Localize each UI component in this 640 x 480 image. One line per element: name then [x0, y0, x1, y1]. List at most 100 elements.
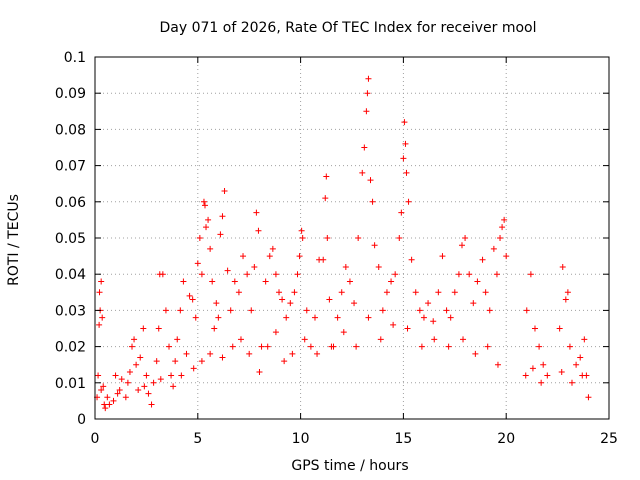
data-point: [291, 289, 298, 296]
data-point: [145, 390, 152, 397]
data-point: [289, 350, 296, 357]
data-point: [95, 372, 102, 379]
y-tick-label: 0.01: [55, 376, 86, 392]
data-point: [322, 195, 329, 202]
data-point: [159, 271, 166, 278]
data-point: [240, 253, 247, 260]
y-tick-label: 0.08: [55, 122, 86, 138]
data-point: [365, 314, 372, 321]
data-point: [126, 368, 133, 375]
data-point: [178, 372, 185, 379]
y-tick-label: 0.1: [64, 50, 86, 66]
data-point: [581, 336, 588, 343]
data-point: [194, 260, 201, 267]
data-point: [439, 253, 446, 260]
data-point: [150, 379, 157, 386]
data-point: [104, 394, 111, 401]
data-point: [470, 300, 477, 307]
data-point: [255, 227, 262, 234]
data-point: [172, 358, 179, 365]
data-point: [129, 343, 136, 350]
data-point: [106, 401, 113, 408]
y-tick-label: 0.07: [55, 159, 86, 175]
data-point: [207, 350, 214, 357]
data-point: [466, 271, 473, 278]
data-point: [303, 307, 310, 314]
data-point: [96, 289, 103, 296]
data-point: [281, 358, 288, 365]
data-point: [269, 245, 276, 252]
data-point: [402, 140, 409, 147]
data-point: [462, 235, 469, 241]
data-point: [157, 376, 164, 383]
data-point: [264, 343, 271, 350]
data-point: [279, 296, 286, 303]
data-point: [388, 278, 395, 285]
data-point: [299, 235, 306, 241]
data-points: [94, 75, 592, 412]
data-point: [198, 358, 205, 365]
data-point: [174, 336, 181, 343]
data-point: [229, 343, 236, 350]
data-point: [334, 314, 341, 321]
data-point: [418, 343, 425, 350]
data-point: [190, 365, 197, 372]
data-point: [379, 307, 386, 314]
data-point: [141, 383, 148, 390]
data-point: [497, 235, 504, 241]
x-tick-label: 25: [600, 431, 618, 447]
data-point: [258, 343, 265, 350]
data-point: [562, 296, 569, 303]
data-point: [363, 108, 370, 115]
data-point: [237, 336, 244, 343]
data-point: [219, 213, 226, 220]
data-point: [353, 343, 360, 350]
data-point: [140, 325, 147, 332]
data-point: [207, 245, 214, 252]
data-point: [474, 278, 481, 285]
y-tick-label: 0.09: [55, 86, 86, 102]
data-point: [523, 307, 530, 314]
data-point: [301, 336, 308, 343]
data-point: [435, 289, 442, 296]
y-axis-label: ROTI / TECUs: [6, 194, 22, 286]
data-point: [375, 263, 382, 270]
data-point: [153, 358, 160, 365]
data-point: [398, 209, 405, 216]
data-point: [110, 397, 117, 404]
data-point: [287, 300, 294, 307]
data-point: [460, 336, 467, 343]
data-point: [131, 336, 138, 343]
data-point: [361, 144, 368, 151]
data-point: [564, 289, 571, 296]
data-point: [99, 314, 106, 321]
data-point: [484, 343, 491, 350]
data-point: [246, 350, 253, 357]
data-point: [451, 289, 458, 296]
data-point: [573, 361, 580, 368]
y-tick-label: 0.04: [55, 267, 86, 283]
data-point: [189, 296, 196, 303]
data-point: [211, 325, 218, 332]
data-point: [494, 361, 501, 368]
data-point: [227, 307, 234, 314]
data-point: [501, 216, 508, 223]
data-point: [401, 119, 408, 126]
data-point: [328, 343, 335, 350]
data-point: [559, 263, 566, 270]
data-point: [137, 354, 144, 361]
data-point: [148, 401, 155, 408]
data-point: [209, 278, 216, 285]
data-point: [359, 169, 366, 176]
data-point: [98, 278, 105, 285]
data-point: [396, 235, 403, 241]
data-point: [215, 314, 222, 321]
y-tick-label: 0.06: [55, 195, 86, 211]
data-point: [568, 379, 575, 386]
y-tick-label: 0.02: [55, 340, 86, 356]
data-point: [272, 329, 279, 336]
data-point: [143, 372, 150, 379]
data-point: [425, 300, 432, 307]
data-point: [540, 361, 547, 368]
data-point: [431, 336, 438, 343]
